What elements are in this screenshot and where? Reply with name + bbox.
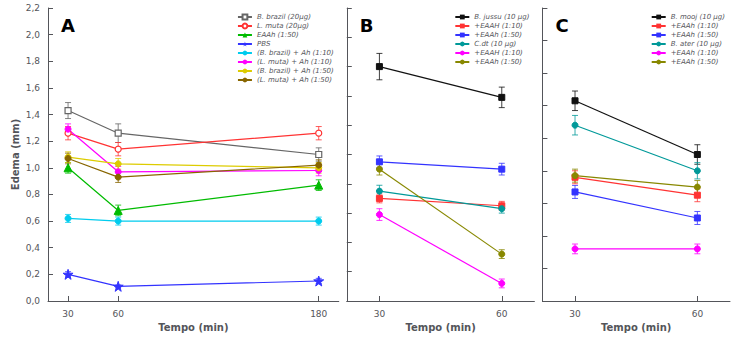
- svg-text:+EAAh (1:50): +EAAh (1:50): [474, 58, 522, 66]
- svg-text:0,8: 0,8: [26, 189, 41, 199]
- svg-text:(B. brazil) + Ah (1:50): (B. brazil) + Ah (1:50): [257, 67, 334, 75]
- svg-text:+EAAh (1:50): +EAAh (1:50): [474, 31, 522, 39]
- svg-text:30: 30: [62, 309, 74, 319]
- svg-text:L. muta (20μg): L. muta (20μg): [257, 22, 309, 30]
- svg-text:60: 60: [692, 309, 704, 319]
- svg-text:A: A: [61, 15, 75, 36]
- svg-text:1,6: 1,6: [26, 83, 41, 93]
- svg-text:EAAh (1:50): EAAh (1:50): [257, 31, 299, 39]
- svg-text:+EAAh (1:50): +EAAh (1:50): [671, 31, 719, 39]
- svg-text:2,0: 2,0: [26, 30, 41, 40]
- svg-text:PBS: PBS: [257, 40, 271, 48]
- svg-text:B. ater (10 μg): B. ater (10 μg): [671, 40, 722, 48]
- svg-text:Edema (mm): Edema (mm): [10, 119, 21, 190]
- svg-text:1,4: 1,4: [26, 110, 41, 120]
- svg-text:1,2: 1,2: [26, 136, 40, 146]
- svg-text:C: C: [555, 15, 568, 36]
- svg-text:180: 180: [310, 309, 327, 319]
- svg-text:+EAAH (1:10): +EAAH (1:10): [474, 49, 523, 57]
- svg-text:Tempo (min): Tempo (min): [158, 322, 228, 333]
- svg-text:Tempo (min): Tempo (min): [601, 322, 671, 333]
- svg-text:0,4: 0,4: [26, 243, 41, 253]
- svg-text:+EAAH (1:10): +EAAH (1:10): [474, 22, 523, 30]
- svg-text:60: 60: [112, 309, 124, 319]
- svg-text:(L. muta) + Ah (1:50): (L. muta) + Ah (1:50): [257, 76, 332, 84]
- svg-text:B. jussu (10 μg): B. jussu (10 μg): [474, 13, 529, 21]
- svg-text:+EAAh (1:10): +EAAh (1:10): [671, 22, 719, 30]
- svg-text:B. mooj (10 μg): B. mooj (10 μg): [671, 13, 726, 21]
- svg-text:1,0: 1,0: [26, 163, 41, 173]
- svg-text:B: B: [360, 15, 374, 36]
- svg-text:60: 60: [496, 309, 508, 319]
- svg-text:1,8: 1,8: [26, 56, 41, 66]
- svg-text:Tempo (min): Tempo (min): [405, 322, 475, 333]
- svg-text:+EAAh (1:10): +EAAh (1:10): [671, 49, 719, 57]
- svg-text:(L. muta) + Ah (1:10): (L. muta) + Ah (1:10): [257, 58, 332, 66]
- svg-text:0,6: 0,6: [26, 216, 41, 226]
- svg-text:0,0: 0,0: [26, 296, 41, 306]
- svg-text:0,2: 0,2: [26, 269, 40, 279]
- svg-text:B. brazil (20μg): B. brazil (20μg): [257, 13, 311, 21]
- svg-text:+EAAh (1:50): +EAAh (1:50): [671, 58, 719, 66]
- svg-text:(B. brazil) + Ah (1:10): (B. brazil) + Ah (1:10): [257, 49, 334, 57]
- svg-text:30: 30: [374, 309, 386, 319]
- svg-text:30: 30: [569, 309, 581, 319]
- svg-text:2,2: 2,2: [26, 3, 40, 13]
- svg-text:C.dt (10 μg): C.dt (10 μg): [474, 40, 516, 48]
